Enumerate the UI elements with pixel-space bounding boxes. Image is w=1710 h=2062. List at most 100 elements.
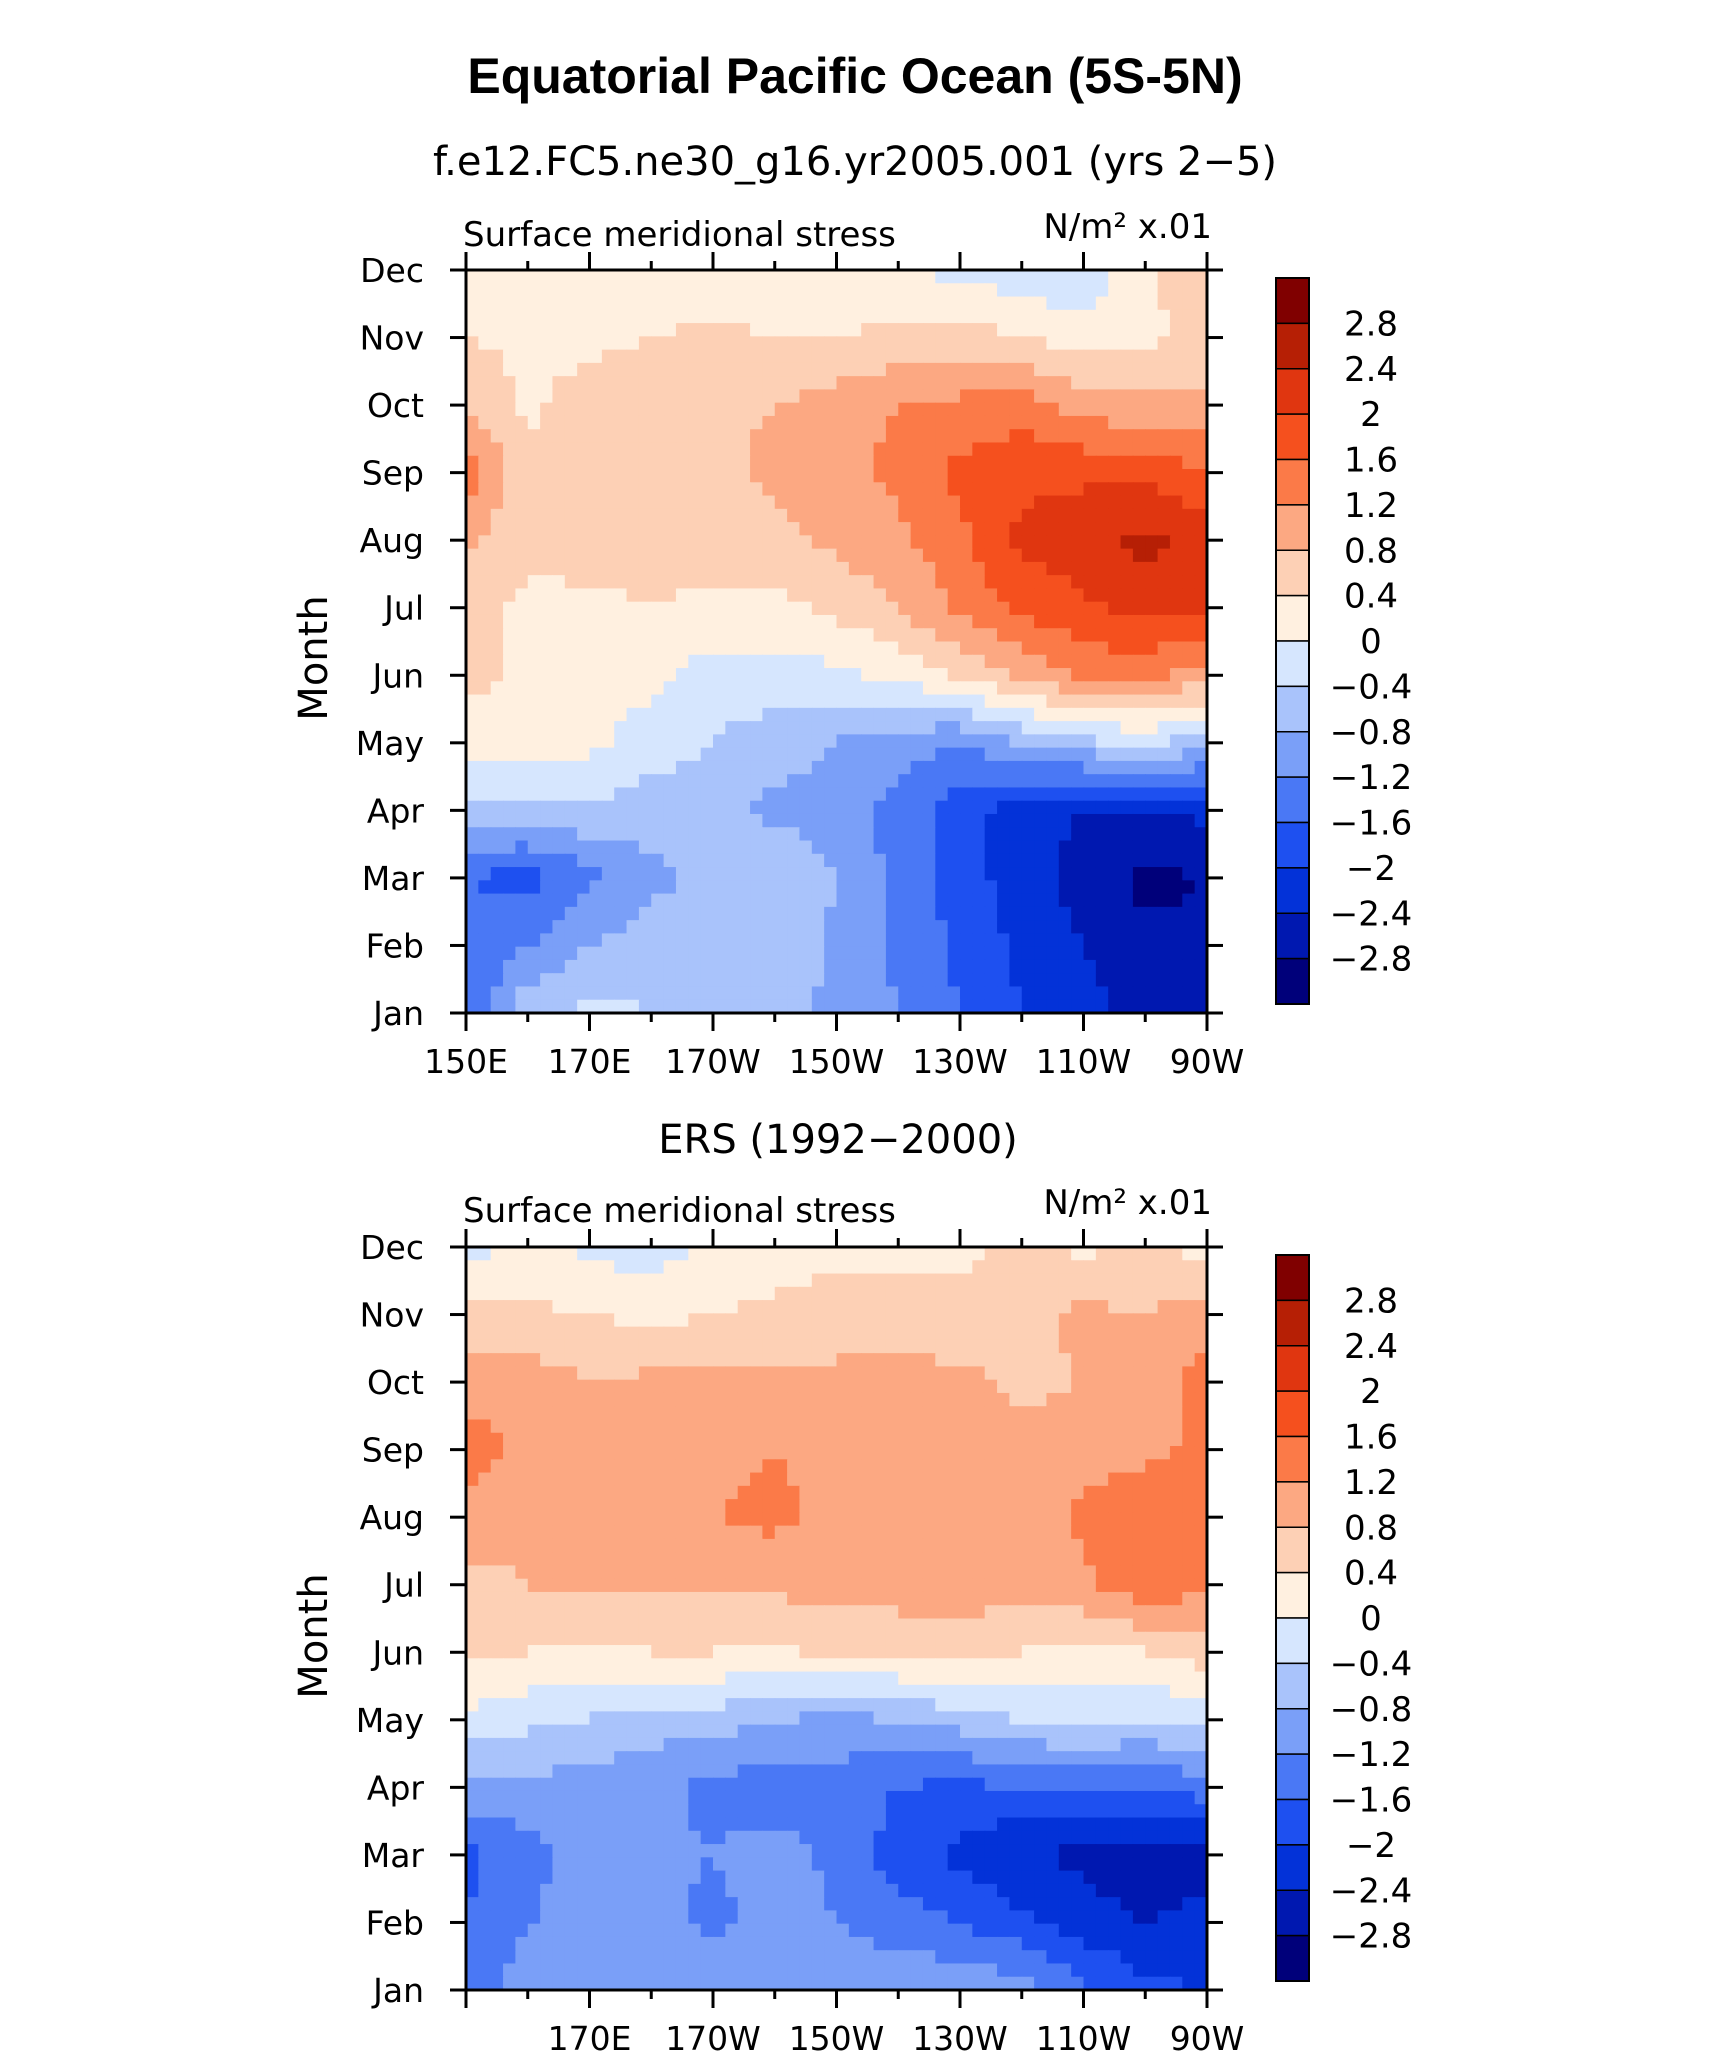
heatmap-cell: [935, 654, 949, 669]
heatmap-cell: [564, 946, 578, 961]
heatmap-cell: [589, 959, 603, 974]
heatmap-cell: [614, 867, 628, 881]
heatmap-cell: [873, 1446, 887, 1460]
heatmap-cell: [466, 283, 479, 298]
heatmap-cell: [478, 1419, 492, 1434]
heatmap-cell: [552, 747, 566, 762]
heatmap-cell: [1021, 774, 1035, 789]
heatmap-cell: [515, 986, 529, 1001]
heatmap-cell: [713, 1446, 726, 1460]
heatmap-cell: [1071, 1565, 1085, 1580]
heatmap-cell: [1169, 1565, 1183, 1580]
heatmap-cell: [638, 455, 652, 470]
heatmap-cell: [811, 389, 825, 404]
heatmap-cell: [614, 707, 628, 722]
heatmap-cell: [799, 1538, 813, 1553]
heatmap-cell: [824, 1260, 838, 1275]
heatmap-cell: [898, 1392, 912, 1407]
heatmap-cell: [1021, 668, 1035, 682]
heatmap-cell: [478, 707, 492, 722]
heatmap-cell: [1132, 1273, 1146, 1288]
heatmap-cell: [1083, 1366, 1097, 1381]
heatmap-cell: [885, 1432, 899, 1447]
heatmap-cell: [1021, 469, 1035, 483]
heatmap-cell: [1194, 1260, 1208, 1275]
heatmap-cell: [663, 415, 677, 430]
heatmap-cell: [1058, 853, 1072, 868]
heatmap-cell: [527, 296, 541, 311]
heatmap-cell: [910, 1260, 924, 1275]
heatmap-cell: [490, 415, 504, 430]
heatmap-cell: [1145, 1472, 1159, 1487]
heatmap-cell: [1021, 1538, 1035, 1553]
heatmap-cell: [1046, 402, 1060, 417]
heatmap-cell: [638, 376, 652, 391]
heatmap-cell: [725, 495, 739, 510]
heatmap-cell: [1046, 309, 1060, 324]
heatmap-cell: [811, 442, 825, 457]
heatmap-cell: [997, 1538, 1010, 1553]
heatmap-cell: [1071, 946, 1085, 961]
heatmap-cell: [811, 548, 825, 563]
heatmap-cell: [552, 1565, 566, 1580]
heatmap-cell: [750, 681, 763, 696]
heatmap-cell: [540, 283, 554, 298]
heatmap-cell: [861, 1432, 875, 1447]
heatmap-cell: [1083, 1300, 1097, 1314]
heatmap-cell: [787, 1419, 801, 1434]
heatmap-cell: [515, 402, 529, 417]
heatmap-cell: [1182, 495, 1196, 510]
heatmap-cell: [997, 1552, 1010, 1567]
heatmap-cell: [1108, 880, 1122, 895]
heatmap-cell: [725, 641, 739, 656]
heatmap-cell: [601, 1538, 615, 1553]
heatmap-cell: [540, 482, 554, 497]
heatmap-cell: [774, 1260, 788, 1275]
heatmap-cell: [663, 853, 677, 868]
heatmap-cell: [663, 389, 677, 404]
heatmap-cell: [848, 1313, 862, 1328]
heatmap-cell: [651, 1313, 665, 1328]
heatmap-cell: [787, 508, 801, 523]
heatmap-cell: [1182, 601, 1196, 616]
heatmap-cell: [1108, 840, 1122, 855]
heatmap-cell: [700, 601, 714, 616]
heatmap-cell: [861, 1353, 875, 1368]
heatmap-cell: [750, 482, 763, 497]
heatmap-cell: [861, 1273, 875, 1288]
heatmap-cell: [713, 747, 726, 762]
heatmap-cell: [589, 482, 603, 497]
heatmap-cell: [663, 309, 677, 324]
heatmap-cell: [1108, 402, 1122, 417]
heatmap-cell: [503, 654, 516, 669]
heatmap-cell: [1046, 1459, 1060, 1474]
heatmap-cell: [1095, 1472, 1109, 1487]
heatmap-cell: [503, 1446, 516, 1460]
heatmap-cell: [1145, 336, 1159, 351]
heatmap-cell: [490, 1459, 504, 1474]
heatmap-cell: [774, 429, 788, 444]
heatmap-cell: [700, 548, 714, 563]
heatmap-cell: [725, 548, 739, 563]
heatmap-cell: [1108, 270, 1122, 284]
heatmap-cell: [750, 986, 763, 1001]
heatmap-cell: [601, 349, 615, 364]
heatmap-cell: [651, 1300, 665, 1314]
heatmap-cell: [552, 1472, 566, 1487]
heatmap-cell: [1071, 1485, 1085, 1500]
heatmap-cell: [1058, 999, 1072, 1014]
heatmap-cell: [478, 482, 492, 497]
heatmap-cell: [651, 469, 665, 483]
heatmap-cell: [762, 787, 776, 802]
heatmap-cell: [564, 1472, 578, 1487]
heatmap-cell: [1108, 999, 1122, 1014]
heatmap-cell: [861, 867, 875, 881]
heatmap-cell: [873, 1326, 887, 1341]
heatmap-cell: [774, 1392, 788, 1407]
heatmap-cell: [564, 495, 578, 510]
heatmap-cell: [1009, 1286, 1023, 1301]
month-tick-label: Jul: [382, 589, 424, 628]
heatmap-cell: [1120, 774, 1134, 789]
heatmap-cell: [1120, 548, 1134, 563]
heatmap-cell: [774, 1499, 788, 1513]
